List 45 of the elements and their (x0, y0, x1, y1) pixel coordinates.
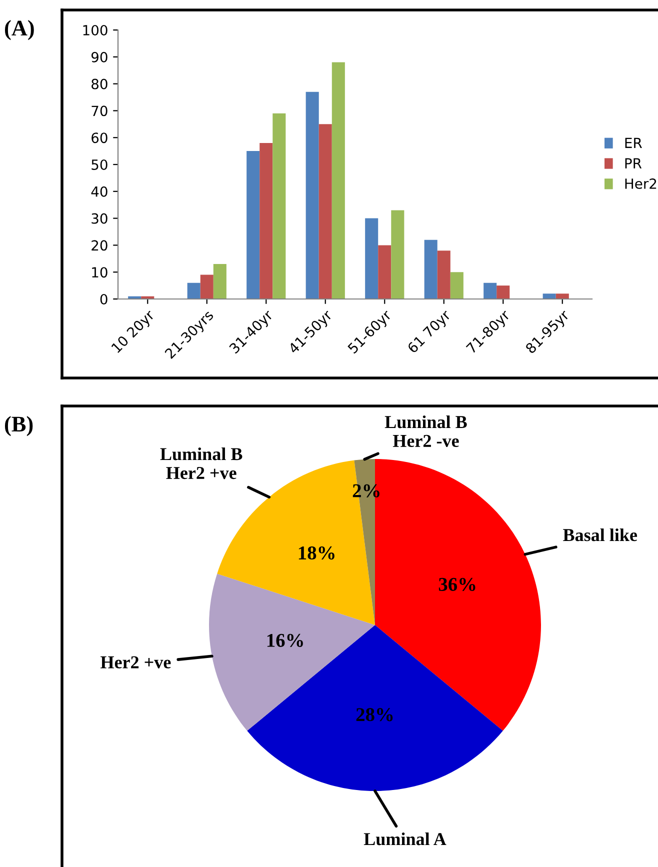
bar (496, 286, 510, 299)
y-tick-label: 50 (92, 159, 108, 170)
data-label: 16% (267, 634, 303, 648)
slice-label: Luminal B Her2 -ve (384, 415, 467, 448)
data-label: 18% (298, 546, 334, 560)
y-tick-label: 20 (92, 240, 108, 251)
bar (213, 264, 226, 299)
y-tick-label: 40 (91, 186, 108, 197)
y-tick-label: 10 (92, 267, 108, 278)
bar (484, 282, 497, 299)
legend-label: PR (625, 158, 642, 168)
y-tick-label: 0 (100, 294, 108, 304)
y-tick-label: 70 (92, 106, 108, 116)
y-tick-label: 80 (92, 78, 108, 90)
bar (437, 250, 450, 299)
slice-label: Luminal B Her2 +ve (160, 447, 242, 480)
chart-title: (B) (4, 416, 33, 436)
bar (378, 245, 392, 299)
pie-slice (247, 625, 503, 791)
bar (424, 240, 438, 299)
y-tick-label: 60 (92, 132, 108, 144)
bar (306, 92, 319, 299)
legend-label: ER (625, 138, 642, 148)
bar (391, 210, 404, 299)
bar (318, 124, 332, 299)
bar (260, 142, 273, 299)
chart-title: (A) (4, 20, 34, 40)
y-tick-label: 30 (92, 213, 108, 224)
bar (556, 294, 569, 299)
bar (450, 272, 464, 299)
y-tick-label: 100 (83, 24, 108, 36)
bar (246, 151, 260, 299)
slice-label: Basal like (563, 528, 638, 542)
bar (365, 218, 378, 299)
bar (187, 282, 200, 299)
legend-label: Her2 (625, 178, 656, 189)
data-label: 28% (356, 708, 393, 722)
slice-label: Luminal A (364, 832, 446, 846)
slice-label: Her2 +ve (100, 656, 171, 668)
bar (542, 294, 556, 299)
y-tick-label: 90 (91, 52, 108, 62)
data-label: 36% (438, 578, 476, 592)
bar (332, 62, 345, 299)
bar (272, 113, 286, 299)
bar (200, 274, 214, 299)
